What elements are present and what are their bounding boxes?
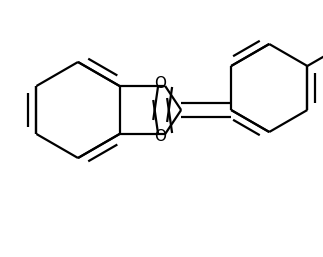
Text: O: O	[154, 76, 166, 91]
Text: O: O	[154, 129, 166, 144]
